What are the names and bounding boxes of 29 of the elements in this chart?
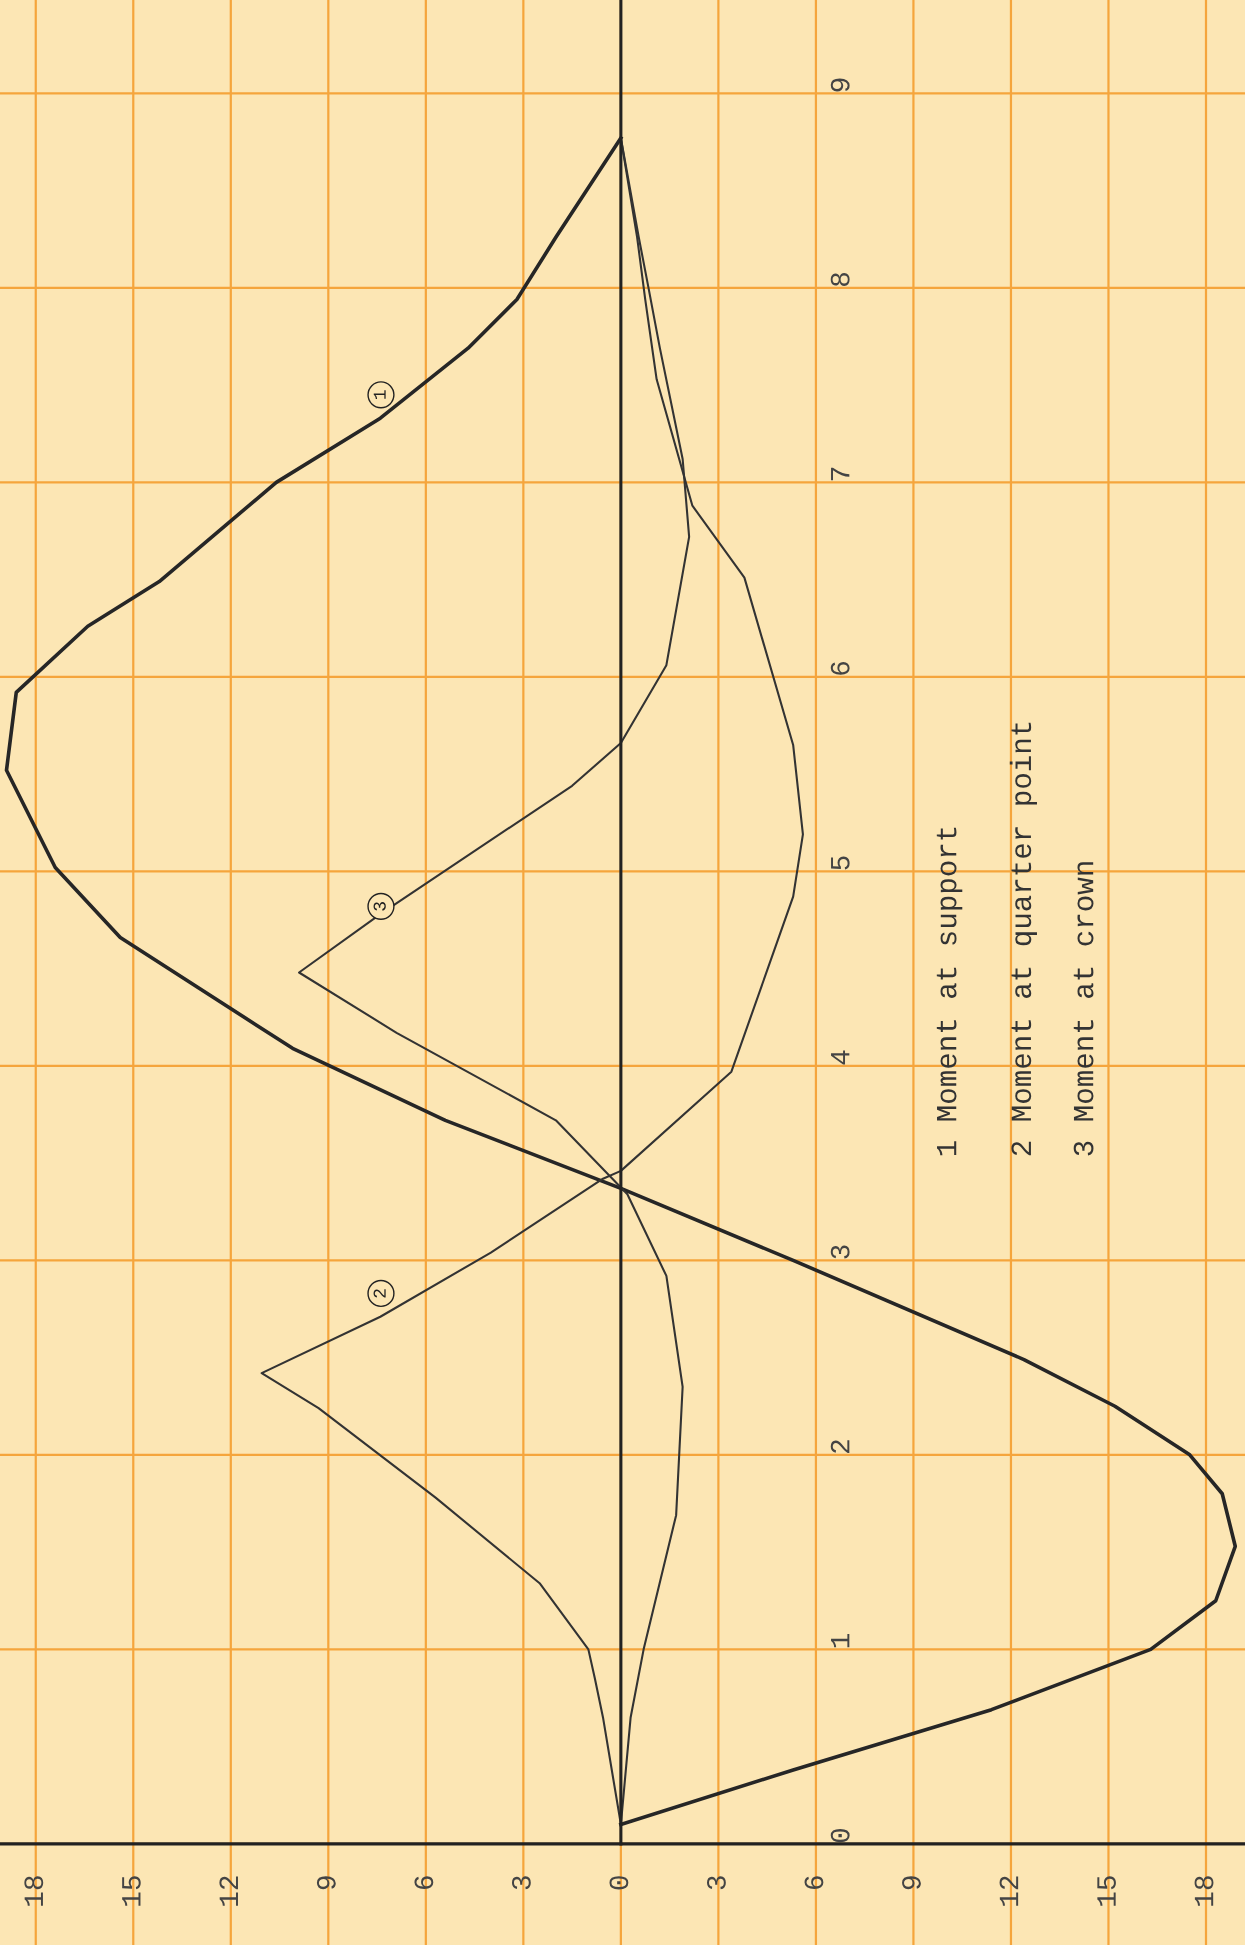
y-tick-label: 4 xyxy=(831,1050,850,1065)
annotation: 2 Moment at quarter point xyxy=(1009,722,1037,1156)
x-tick-label: 15 xyxy=(1097,1876,1116,1906)
x-tick-label: 0 xyxy=(609,1876,629,1890)
y-tick-label: 0 xyxy=(830,1828,850,1843)
y-tick-label: 9 xyxy=(830,78,850,92)
y-tick-label: 6 xyxy=(830,661,850,675)
x-tick-label: 6 xyxy=(804,1876,824,1890)
x-tick-label: 18 xyxy=(24,1876,44,1906)
y-tick-label: 8 xyxy=(830,273,850,287)
y-tick-label: 2 xyxy=(830,1440,850,1453)
annotation: 1 Moment at support xyxy=(936,827,963,1156)
x-tick-label: 3 xyxy=(511,1876,531,1890)
x-tick-label: 9 xyxy=(902,1876,921,1890)
annotation: 3 xyxy=(373,902,386,911)
x-tick-label: 12 xyxy=(219,1876,238,1906)
x-tick-label: 12 xyxy=(999,1876,1019,1906)
annotation: 2 xyxy=(373,1289,386,1298)
x-tick-label: 3 xyxy=(707,1876,726,1890)
y-tick-label: 5 xyxy=(831,856,850,870)
annotation: 3 Moment at crown xyxy=(1073,862,1094,1156)
x-tick-label: 15 xyxy=(122,1876,141,1906)
y-tick-label: 3 xyxy=(830,1245,850,1259)
annotation: 1 xyxy=(373,390,386,399)
x-tick-label: 6 xyxy=(414,1876,434,1890)
x-tick-label: 9 xyxy=(316,1876,336,1890)
y-tick-label: 1 xyxy=(831,1634,850,1648)
y-tick-label: 7 xyxy=(831,467,850,481)
x-tick-label: 18 xyxy=(1194,1876,1214,1906)
